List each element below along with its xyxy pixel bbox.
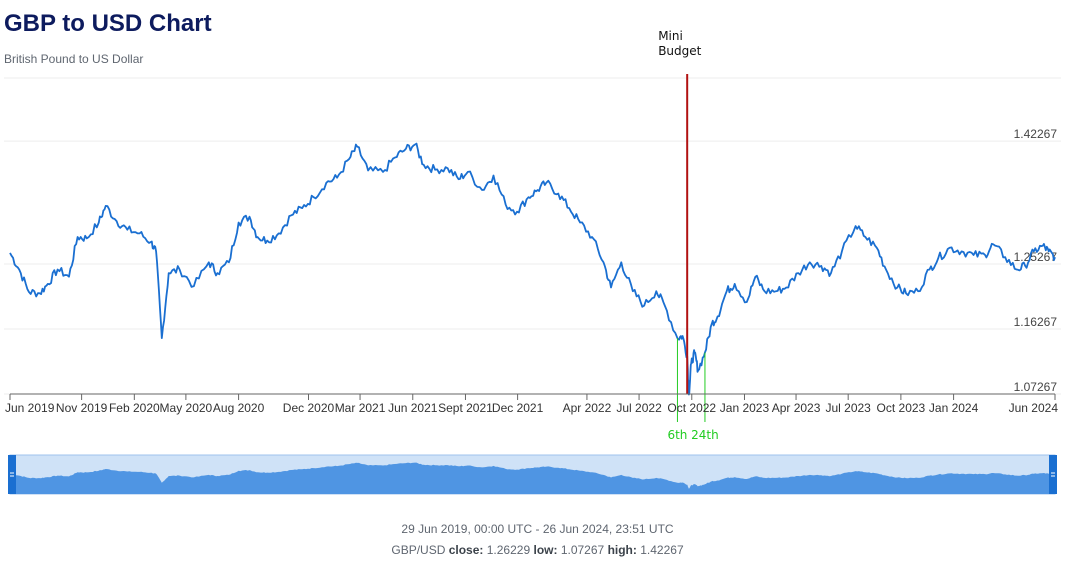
x-tick-label: Apr 2022	[563, 401, 612, 415]
high-value: 1.42267	[640, 543, 684, 557]
y-axis: 1.07267 1.16267 1.25267 1.42267	[1014, 127, 1058, 394]
x-tick-label: Jun 2021	[388, 401, 438, 415]
close-label: close:	[448, 543, 484, 557]
ohlc-readout: GBP/USD close: 1.26229 low: 1.07267 high…	[0, 543, 1075, 557]
date-marker-label: 24th	[691, 428, 719, 442]
x-tick-label: Jul 2022	[616, 401, 662, 415]
navigator-handle-left[interactable]	[8, 455, 16, 494]
low-value: 1.07267	[560, 543, 605, 557]
low-label: low:	[533, 543, 558, 557]
x-tick-label: Oct 2023	[877, 401, 926, 415]
y-tick-label: 1.25267	[1014, 250, 1058, 264]
x-tick-label: Jun 2024	[1009, 401, 1059, 415]
x-tick-label: Jan 2023	[720, 401, 770, 415]
date-marker-label: 6th	[667, 428, 687, 442]
navigator[interactable]	[8, 454, 1057, 495]
pair-label: GBP/USD	[391, 543, 446, 557]
mini-budget-label: Mini	[658, 29, 683, 43]
x-tick-label: May 2020	[160, 401, 213, 415]
series-line-gbp-usd[interactable]	[9, 142, 1056, 396]
mini-budget-label: Budget	[658, 44, 701, 58]
x-tick-label: Nov 2019	[56, 401, 108, 415]
x-tick-label: Oct 2022	[667, 401, 716, 415]
date-range-readout: 29 Jun 2019, 00:00 UTC - 26 Jun 2024, 23…	[401, 522, 674, 536]
grid-lines	[4, 77, 1061, 395]
close-value: 1.26229	[486, 543, 531, 557]
x-tick-label: Mar 2021	[335, 401, 386, 415]
navigator-area	[10, 462, 1055, 494]
chart-title: GBP to USD Chart	[4, 10, 212, 37]
series-layer[interactable]	[9, 142, 1056, 396]
x-tick-label: Jun 2019	[5, 401, 55, 415]
x-tick-label: Jan 2024	[929, 401, 979, 415]
x-tick-label: Feb 2020	[109, 401, 160, 415]
navigator-handle-right[interactable]	[1049, 455, 1057, 494]
x-tick-label: Dec 2021	[492, 401, 544, 415]
x-tick-label: Jul 2023	[825, 401, 871, 415]
high-label: high:	[607, 543, 637, 557]
x-tick-label: Apr 2023	[772, 401, 821, 415]
y-tick-label: 1.16267	[1014, 315, 1058, 329]
x-tick-label: Dec 2020	[283, 401, 335, 415]
x-tick-label: Aug 2020	[213, 401, 265, 415]
y-tick-label: 1.07267	[1014, 380, 1058, 394]
x-tick-label: Sept 2021	[438, 401, 493, 415]
chart-subtitle: British Pound to US Dollar	[4, 52, 144, 66]
x-axis: Jun 2019 Nov 2019 Feb 2020 May 2020 Aug 2020…	[5, 393, 1059, 415]
y-tick-label: 1.42267	[1014, 127, 1058, 141]
